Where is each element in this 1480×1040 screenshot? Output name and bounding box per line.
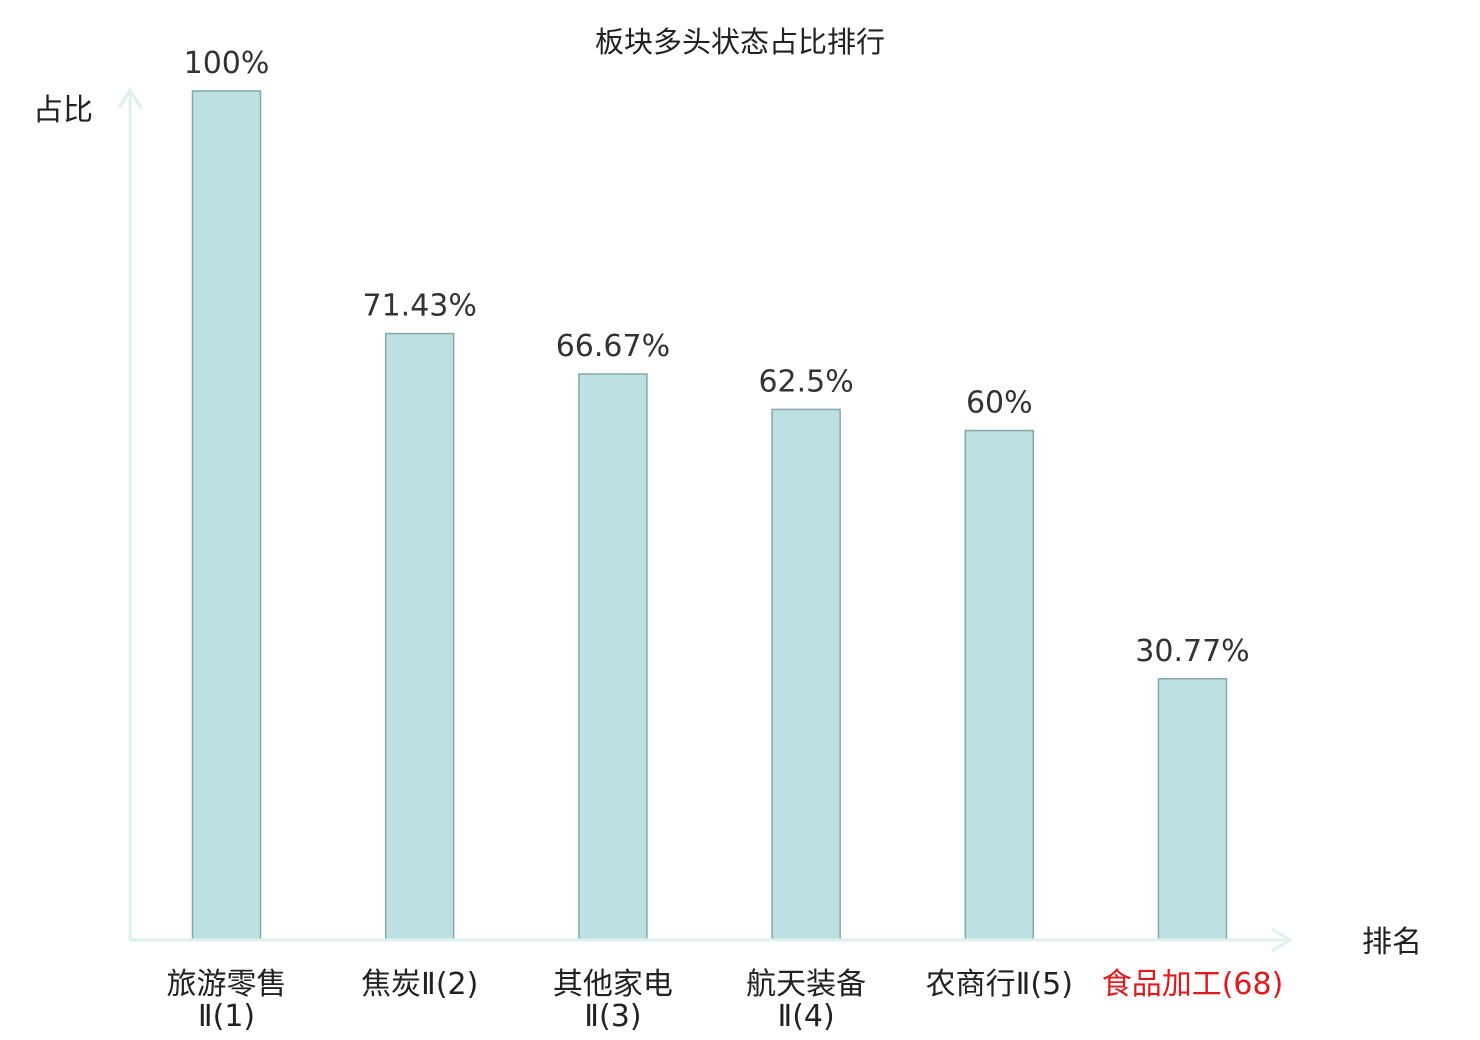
axes	[117, 87, 1293, 953]
data-label: 100%	[184, 46, 270, 81]
x-tick-label: 航天装备	[746, 967, 866, 1002]
data-label: 71.43%	[363, 289, 477, 324]
data-label: 60%	[966, 386, 1033, 421]
x-tick-label-line2: Ⅱ(1)	[198, 999, 255, 1034]
data-label: 66.67%	[556, 329, 670, 364]
x-axis-arrow	[1271, 927, 1293, 953]
bar	[384, 332, 455, 941]
bar	[191, 90, 262, 941]
bar	[1157, 678, 1228, 941]
x-tick-label: 其他家电	[553, 967, 673, 1002]
x-tick-label: 焦炭Ⅱ(2)	[361, 967, 478, 1002]
bar	[578, 373, 648, 941]
y-axis-arrow	[117, 87, 143, 109]
x-tick-label: 食品加工(68)	[1102, 967, 1284, 1002]
x-tick-label: 旅游零售	[167, 967, 287, 1002]
x-tick-label: 农商行Ⅱ(5)	[926, 967, 1073, 1002]
bars-layer	[191, 90, 1228, 941]
bar	[964, 429, 1035, 941]
x-tick-label-line2: Ⅱ(4)	[777, 999, 834, 1034]
data-label: 62.5%	[758, 364, 853, 399]
x-axis-title: 排名	[1362, 925, 1422, 960]
x-tick-label-line2: Ⅱ(3)	[584, 999, 641, 1034]
data-label: 30.77%	[1135, 634, 1249, 669]
y-axis-title: 占比	[33, 93, 93, 128]
bar	[771, 408, 841, 941]
chart-title: 板块多头状态占比排行	[595, 25, 885, 59]
